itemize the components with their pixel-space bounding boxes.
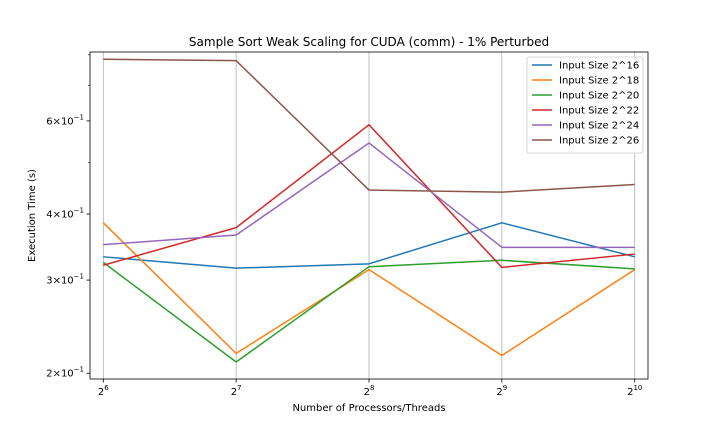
series-lines [102, 58, 636, 363]
y-axis-label: Execution Time (s) [27, 169, 38, 262]
x-axis-label: Number of Processors/Threads [292, 403, 445, 414]
legend-label: Input Size 2^24 [559, 121, 639, 132]
series-line [103, 58, 635, 193]
x-tick-label: 27 [231, 384, 242, 398]
legend-label: Input Size 2^26 [559, 136, 639, 147]
y-tick-label: 3×10−1 [46, 273, 84, 287]
legend-label: Input Size 2^22 [559, 106, 639, 117]
y-tick-label: 2×10−1 [46, 366, 84, 380]
x-tick-label: 28 [364, 384, 375, 398]
y-tick-label: 4×10−1 [46, 207, 84, 221]
x-tick-label: 29 [496, 384, 507, 398]
series-line [103, 142, 635, 249]
legend: Input Size 2^16 Input Size 2^18 Input Size… [526, 56, 644, 154]
x-tick-label: 26 [98, 384, 109, 398]
y-tick-label: 6×10−1 [46, 113, 84, 127]
x-tick-label: 210 [627, 384, 642, 398]
series-line [102, 222, 636, 357]
y-axis-ticks: 2×10−1 3×10−1 4×10−1 6×10−1 [46, 54, 90, 380]
x-axis-ticks: 26 27 28 29 210 [98, 379, 642, 398]
legend-label: Input Size 2^18 [559, 76, 639, 87]
chart-title: Sample Sort Weak Scaling for CUDA (comm)… [189, 35, 549, 49]
legend-label: Input Size 2^16 [559, 61, 639, 72]
legend-label: Input Size 2^20 [559, 91, 639, 102]
series-line [103, 124, 635, 269]
series-line [103, 222, 635, 269]
legend-box [526, 56, 644, 154]
